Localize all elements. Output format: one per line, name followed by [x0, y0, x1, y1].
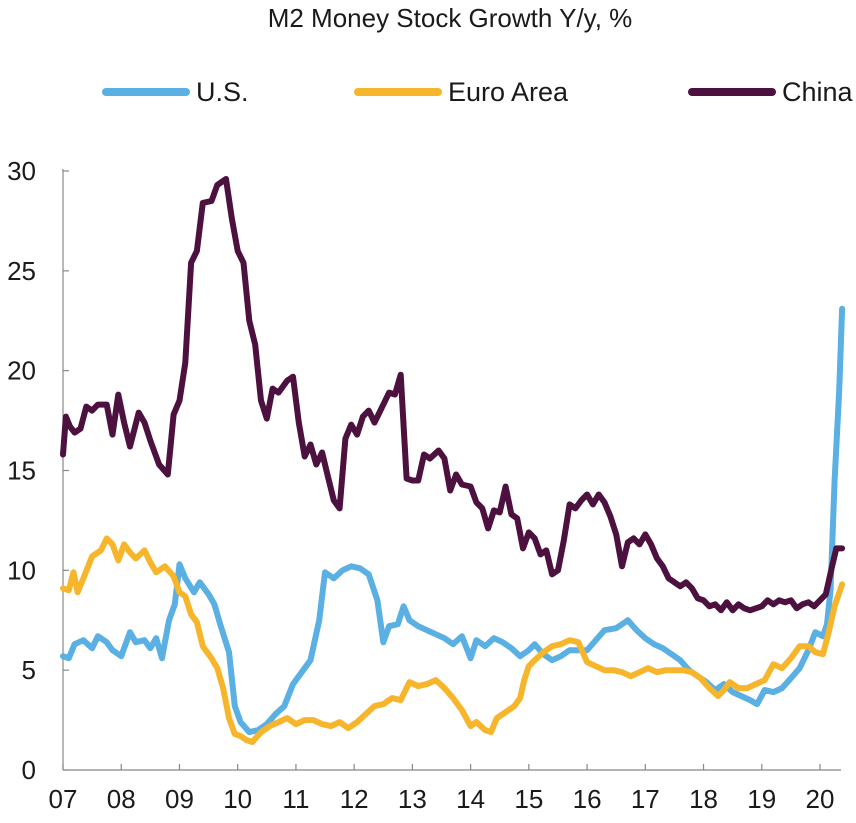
x-tick-label: 19 — [747, 784, 776, 814]
series-line-china — [60, 176, 846, 614]
x-tick-label: 20 — [806, 784, 835, 814]
y-tick-label: 5 — [22, 655, 36, 685]
legend-label-china: China — [782, 77, 854, 107]
x-tick-label: 09 — [165, 784, 194, 814]
x-tick-label: 08 — [107, 784, 136, 814]
x-tick-label: 14 — [456, 784, 485, 814]
plot-lines — [60, 176, 846, 745]
y-tick-label: 0 — [22, 755, 36, 785]
x-tick-label: 12 — [340, 784, 369, 814]
axes: 0 5 10 15 20 25 30 07 08 09 10 11 12 13 14 15 16 17 18 19 20 — [7, 156, 841, 814]
x-tick-label: 10 — [223, 784, 252, 814]
x-tick-label: 16 — [573, 784, 602, 814]
x-tick-label: 18 — [689, 784, 718, 814]
x-tick-label: 11 — [282, 784, 309, 814]
y-tick-label: 30 — [7, 156, 36, 186]
legend: U.S. Euro Area China — [102, 77, 854, 107]
x-tick-label: 07 — [49, 784, 78, 814]
series-line-euro-area — [60, 535, 846, 745]
y-tick-label: 15 — [7, 456, 36, 486]
chart-title: M2 Money Stock Growth Y/y, % — [268, 3, 633, 33]
x-tick-label: 13 — [398, 784, 427, 814]
legend-label-euro-area: Euro Area — [448, 77, 569, 107]
series-line-u-s- — [60, 305, 846, 736]
y-tick-label: 10 — [7, 555, 36, 585]
x-tick-label: 17 — [631, 784, 660, 814]
legend-label-u-s-: U.S. — [196, 77, 249, 107]
x-tick-label: 15 — [514, 784, 543, 814]
y-tick-label: 20 — [7, 356, 36, 386]
y-tick-label: 25 — [7, 256, 36, 286]
